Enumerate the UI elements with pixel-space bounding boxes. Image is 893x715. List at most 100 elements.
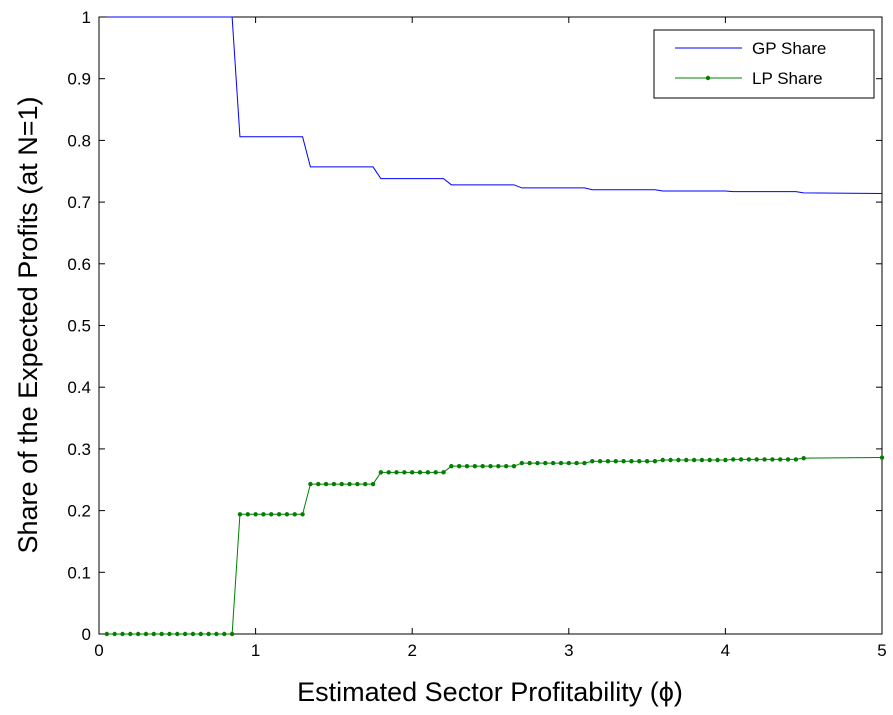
lp-share-point xyxy=(206,631,211,637)
y-tick-label: 0.2 xyxy=(67,502,91,521)
lp-share-point xyxy=(456,463,462,469)
lp-share-point xyxy=(715,457,720,463)
lp-share-point xyxy=(402,470,407,475)
lp-share-point xyxy=(331,481,337,487)
lp-share-point xyxy=(503,463,509,469)
lp-share-point xyxy=(425,470,431,475)
lp-share-point xyxy=(237,512,243,517)
lp-share-point xyxy=(417,470,423,475)
lp-share-point xyxy=(378,470,384,475)
lp-share-point xyxy=(574,460,579,466)
y-tick-label: 0 xyxy=(82,625,91,644)
legend-lp-label: LP Share xyxy=(752,69,823,88)
x-tick-label: 0 xyxy=(94,641,103,660)
lp-share-point xyxy=(182,631,188,637)
lp-share-point xyxy=(770,457,775,462)
y-tick-label: 0.3 xyxy=(67,440,91,459)
lp-share-point xyxy=(644,459,650,464)
lp-share-point xyxy=(229,631,235,637)
lp-share-point xyxy=(308,481,313,487)
lp-share-point xyxy=(386,470,391,475)
legend-lp-marker xyxy=(705,75,711,81)
plot-frame xyxy=(98,16,883,635)
lp-share-point xyxy=(449,463,454,469)
lp-share-point xyxy=(347,481,352,487)
lp-share-point xyxy=(605,459,611,464)
lp-share-point xyxy=(175,631,180,637)
y-tick-label: 1 xyxy=(82,8,91,27)
x-tick-label: 2 xyxy=(407,641,416,660)
lp-share-point xyxy=(261,512,266,517)
x-axis-title: Estimated Sector Profitability (ϕ) xyxy=(297,677,683,707)
lp-share-point xyxy=(159,631,164,637)
lp-share-point xyxy=(339,481,344,487)
lp-share-point xyxy=(284,512,290,517)
lp-share-point xyxy=(472,463,478,469)
x-tick-label: 1 xyxy=(251,641,260,660)
x-tick-label: 3 xyxy=(564,641,573,660)
lp-share-point xyxy=(167,631,172,637)
lp-share-point xyxy=(535,460,540,466)
lp-share-point xyxy=(292,512,297,517)
lp-share-point xyxy=(778,457,783,462)
y-tick-label: 0.7 xyxy=(67,193,91,212)
axes-layer xyxy=(98,16,883,635)
lp-share-point xyxy=(370,481,376,487)
lp-share-point xyxy=(754,457,759,462)
lp-share-point xyxy=(190,631,196,637)
lp-share-point xyxy=(464,463,470,469)
lp-share-point xyxy=(629,459,634,464)
lp-share-point xyxy=(410,470,415,475)
lp-share-point xyxy=(214,631,219,637)
lp-share-point xyxy=(527,460,532,466)
lp-share-point xyxy=(441,470,446,475)
lp-share-point xyxy=(762,457,767,462)
lp-share-point xyxy=(660,457,665,463)
lp-share-point xyxy=(151,631,157,637)
lp-share-point xyxy=(621,459,626,464)
lp-share-point xyxy=(637,459,642,464)
lp-share-point xyxy=(363,481,368,487)
lp-share-point xyxy=(480,463,485,469)
lp-share-point xyxy=(128,631,133,637)
series-line-gp-share xyxy=(106,16,883,194)
lp-share-point xyxy=(582,460,587,466)
lp-share-point xyxy=(707,457,712,463)
lp-share-point xyxy=(300,512,305,517)
lp-share-point xyxy=(355,481,360,487)
lp-share-point xyxy=(323,481,329,487)
lp-share-point xyxy=(511,463,517,469)
y-tick-label: 0.5 xyxy=(67,317,91,336)
y-tick-label: 0.6 xyxy=(67,255,91,274)
legend: GP Share LP Share xyxy=(653,29,875,99)
lp-share-point xyxy=(543,460,548,466)
lp-share-point xyxy=(394,470,399,475)
lp-share-point xyxy=(222,631,227,637)
lp-share-point xyxy=(738,457,744,462)
x-tick-label: 5 xyxy=(877,641,886,660)
legend-box xyxy=(653,29,875,99)
ticks-layer: 0 1 2 3 4 5 0 0.1 0.2 0.3 0.4 0.5 0.6 0.7 0.8 0.9 1 xyxy=(67,8,886,660)
y-tick-label: 0.1 xyxy=(67,563,91,582)
lp-share-point xyxy=(519,460,525,466)
y-tick-label: 0.9 xyxy=(67,70,91,89)
lp-share-point xyxy=(597,459,603,464)
lp-share-point xyxy=(433,470,438,475)
lp-share-point xyxy=(676,457,681,463)
lp-share-point xyxy=(112,631,117,637)
lp-share-point xyxy=(731,457,736,462)
series-layer xyxy=(104,16,885,637)
lp-share-point xyxy=(276,512,282,517)
y-tick-label: 0.8 xyxy=(67,131,91,150)
lp-share-point xyxy=(652,459,658,464)
lp-share-point xyxy=(785,457,791,462)
lp-share-point xyxy=(566,460,571,466)
lp-share-point xyxy=(316,481,321,487)
lp-share-point xyxy=(198,631,203,637)
y-axis-title: Share of the Expected Profits (at N=1) xyxy=(13,97,43,554)
lp-share-point xyxy=(699,457,705,463)
lp-share-point xyxy=(746,457,752,462)
lp-share-point xyxy=(613,459,618,464)
